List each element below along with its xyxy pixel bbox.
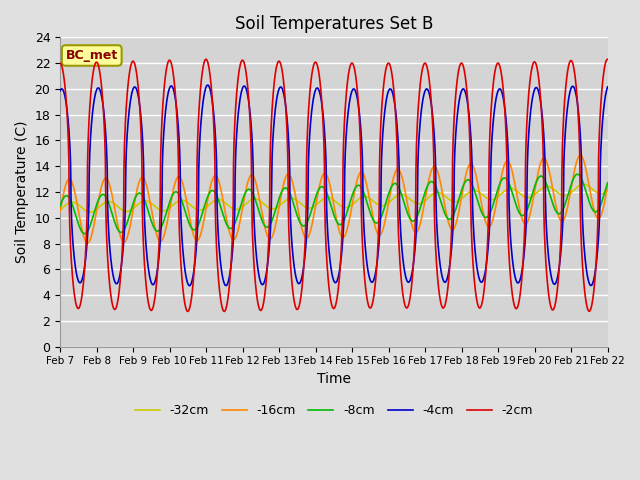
-16cm	[56, 208, 64, 214]
-8cm	[56, 203, 64, 209]
-16cm	[577, 153, 584, 158]
Line: -4cm: -4cm	[60, 85, 607, 286]
Line: -8cm: -8cm	[60, 174, 607, 234]
-16cm	[84, 240, 92, 245]
-8cm	[604, 180, 611, 186]
-8cm	[488, 206, 495, 212]
-8cm	[84, 227, 92, 233]
-4cm	[56, 88, 64, 94]
-32cm	[588, 186, 596, 192]
-4cm	[186, 283, 193, 288]
-32cm	[308, 205, 316, 211]
-4cm	[84, 223, 92, 229]
-2cm	[588, 301, 596, 307]
-16cm	[588, 198, 596, 204]
-32cm	[488, 197, 495, 203]
Line: -32cm: -32cm	[60, 184, 607, 212]
-2cm	[488, 101, 495, 107]
-2cm	[84, 139, 92, 145]
-4cm	[604, 84, 611, 90]
-2cm	[323, 255, 330, 261]
-8cm	[588, 206, 596, 212]
-4cm	[308, 102, 316, 108]
-16cm	[84, 240, 92, 246]
-32cm	[588, 186, 596, 192]
-8cm	[323, 190, 330, 195]
-8cm	[588, 206, 596, 212]
Title: Soil Temperatures Set B: Soil Temperatures Set B	[235, 15, 433, 33]
-16cm	[308, 221, 316, 227]
-16cm	[488, 221, 495, 227]
-32cm	[86, 209, 94, 215]
Line: -16cm: -16cm	[60, 156, 607, 243]
-4cm	[488, 139, 495, 144]
-8cm	[81, 231, 88, 237]
-2cm	[56, 60, 64, 66]
-32cm	[580, 181, 588, 187]
-16cm	[604, 183, 611, 189]
-2cm	[604, 56, 611, 62]
-2cm	[604, 56, 611, 62]
Y-axis label: Soil Temperature (C): Soil Temperature (C)	[15, 121, 29, 263]
-16cm	[323, 172, 330, 178]
-8cm	[308, 205, 316, 211]
-2cm	[220, 309, 228, 314]
-4cm	[204, 82, 212, 88]
-2cm	[308, 70, 316, 75]
Text: BC_met: BC_met	[66, 49, 118, 62]
-32cm	[604, 188, 611, 193]
-2cm	[588, 302, 596, 308]
-32cm	[323, 195, 330, 201]
-32cm	[56, 207, 64, 213]
-4cm	[323, 213, 331, 219]
Legend: -32cm, -16cm, -8cm, -4cm, -2cm: -32cm, -16cm, -8cm, -4cm, -2cm	[130, 399, 538, 422]
Line: -2cm: -2cm	[60, 59, 607, 312]
-4cm	[588, 281, 596, 287]
-16cm	[588, 199, 596, 205]
-4cm	[588, 282, 596, 288]
X-axis label: Time: Time	[317, 372, 351, 386]
-32cm	[84, 209, 92, 215]
-8cm	[573, 171, 581, 177]
